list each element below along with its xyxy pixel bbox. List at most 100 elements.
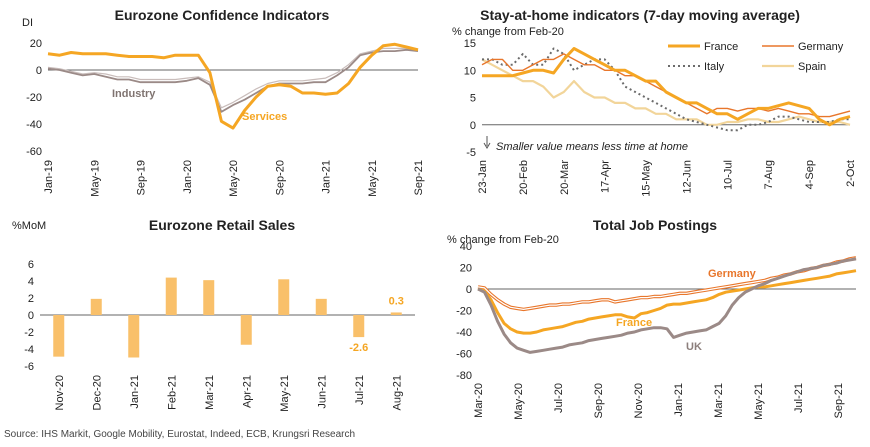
stay-home-xtick: 23-Jan <box>477 160 489 194</box>
confidence-xtick: Sep-20 <box>274 160 286 195</box>
services-line <box>47 42 419 130</box>
job-ytick: -80 <box>456 370 472 382</box>
spain-line <box>481 58 851 126</box>
industry-line <box>47 48 419 113</box>
retail-xtick: Nov-20 <box>54 375 66 410</box>
job-xtick: Sep-20 <box>593 383 605 418</box>
retail-xtick: May-21 <box>279 375 291 412</box>
confidence-xtick: May-19 <box>89 160 101 197</box>
retail-ytick: -4 <box>24 344 34 356</box>
retail-axes: 6 4 2 0 -2 -4 -6 Nov-20 Dec-20 Jan-21 Feb-21 Mar-21… <box>24 259 415 412</box>
uk-line <box>477 257 857 354</box>
confidence-xtick: Jan-20 <box>182 160 194 194</box>
job-ylabel: % change from Feb-20 <box>447 234 559 246</box>
job-xtick: Sep-21 <box>833 383 845 418</box>
retail-xtick: Jan-21 <box>129 375 141 409</box>
stay-home-xtick: 15-May <box>641 160 653 197</box>
france-line <box>477 269 857 335</box>
retail-bar <box>53 315 65 357</box>
confidence-lines <box>47 42 419 130</box>
retail-bar <box>390 312 402 315</box>
down-arrow-icon <box>483 136 491 149</box>
confidence-ytick: 0 <box>36 65 42 77</box>
retail-ytick: -6 <box>24 361 34 373</box>
job-ytick: -60 <box>456 349 472 361</box>
retail-xtick: Mar-21 <box>204 375 216 410</box>
services-label: Services <box>242 111 287 123</box>
retail-ytick: 4 <box>28 276 34 288</box>
stay-home-xtick: 7-Aug <box>763 160 775 189</box>
source-note: Source: IHS Markit, Google Mobility, Eur… <box>4 429 356 440</box>
retail-ytick: -2 <box>24 327 34 339</box>
retail-ytick: 0 <box>28 310 34 322</box>
job-ytick: 40 <box>460 241 472 253</box>
legend-spain: Spain <box>798 61 826 73</box>
retail-xtick: Aug-21 <box>391 375 403 410</box>
germany-label: Germany <box>708 268 757 280</box>
retail-bars: -2.6 0.3 <box>53 277 404 358</box>
legend-germany: Germany <box>798 41 844 53</box>
retail-xtick: Jun-21 <box>316 375 328 409</box>
confidence-title: Eurozone Confidence Indicators <box>115 7 330 23</box>
retail-bar <box>353 315 365 338</box>
job-ytick: 0 <box>466 284 472 296</box>
stay-home-chart: Stay-at-home indicators (7-day moving av… <box>452 7 857 197</box>
france-label: France <box>616 317 652 329</box>
confidence-xtick: Sep-19 <box>136 160 148 195</box>
job-xtick: Jul-21 <box>793 383 805 413</box>
job-title: Total Job Postings <box>593 217 717 233</box>
confidence-xtick: May-21 <box>367 160 379 197</box>
confidence-ytick: -20 <box>26 92 42 104</box>
confidence-ytick: 20 <box>30 38 42 50</box>
stay-home-xtick: 20-Mar <box>559 160 571 195</box>
legend-italy: Italy <box>704 61 725 73</box>
job-ytick: -40 <box>456 327 472 339</box>
retail-ytick: 6 <box>28 259 34 271</box>
stay-home-title: Stay-at-home indicators (7-day moving av… <box>480 7 800 23</box>
stay-home-xtick: 20-Feb <box>518 160 530 195</box>
industry-label: Industry <box>112 88 156 100</box>
stay-home-annotation: Smaller value means less time at home <box>496 141 688 153</box>
job-xtick: May-20 <box>513 383 525 420</box>
italy-line <box>482 47 850 132</box>
stay-home-xtick: 12-Jun <box>681 160 693 194</box>
stay-home-xtick: 2-Oct <box>845 160 857 187</box>
germany-line-inner <box>477 257 857 310</box>
job-ytick: -20 <box>456 306 472 318</box>
composite-line <box>47 47 419 109</box>
stay-home-xtick: 4-Sep <box>804 160 816 189</box>
stay-home-xtick: 17-Apr <box>600 160 612 193</box>
job-xtick: Nov-20 <box>633 383 645 418</box>
confidence-ylabel: DI <box>22 17 33 29</box>
job-xtick: Jul-20 <box>553 383 565 413</box>
job-xtick: Jan-21 <box>673 383 685 417</box>
retail-xtick: Dec-20 <box>91 375 103 410</box>
retail-bar <box>203 280 215 315</box>
stay-home-ytick: 10 <box>464 65 476 77</box>
confidence-xtick: Jan-21 <box>321 160 333 194</box>
job-ytick: 20 <box>460 263 472 275</box>
retail-title: Eurozone Retail Sales <box>149 217 295 233</box>
job-lines <box>477 256 857 354</box>
stay-home-ylabel: % change from Feb-20 <box>452 26 564 38</box>
france-line <box>482 47 851 127</box>
germany-line <box>477 256 857 312</box>
stay-home-ytick: 5 <box>470 93 476 105</box>
stay-home-ytick: -5 <box>466 147 476 159</box>
retail-xtick: Feb-21 <box>166 375 178 410</box>
confidence-xtick: May-20 <box>228 160 240 197</box>
retail-bar <box>165 277 177 315</box>
stay-home-ytick: 0 <box>470 120 476 132</box>
legend-france: France <box>704 41 738 53</box>
stay-home-legend: France Germany Italy Spain <box>668 41 844 73</box>
retail-ytick: 2 <box>28 293 34 305</box>
job-postings-chart: Total Job Postings % change from Feb-20 … <box>447 217 857 420</box>
retail-xtick: Jul-21 <box>354 375 366 405</box>
stay-home-ytick: 15 <box>464 38 476 50</box>
stay-home-lines <box>481 47 851 132</box>
retail-data-label: -2.6 <box>349 342 368 354</box>
stay-home-xtick: 10-Jul <box>722 160 734 190</box>
confidence-xtick: Sep-21 <box>413 160 425 195</box>
